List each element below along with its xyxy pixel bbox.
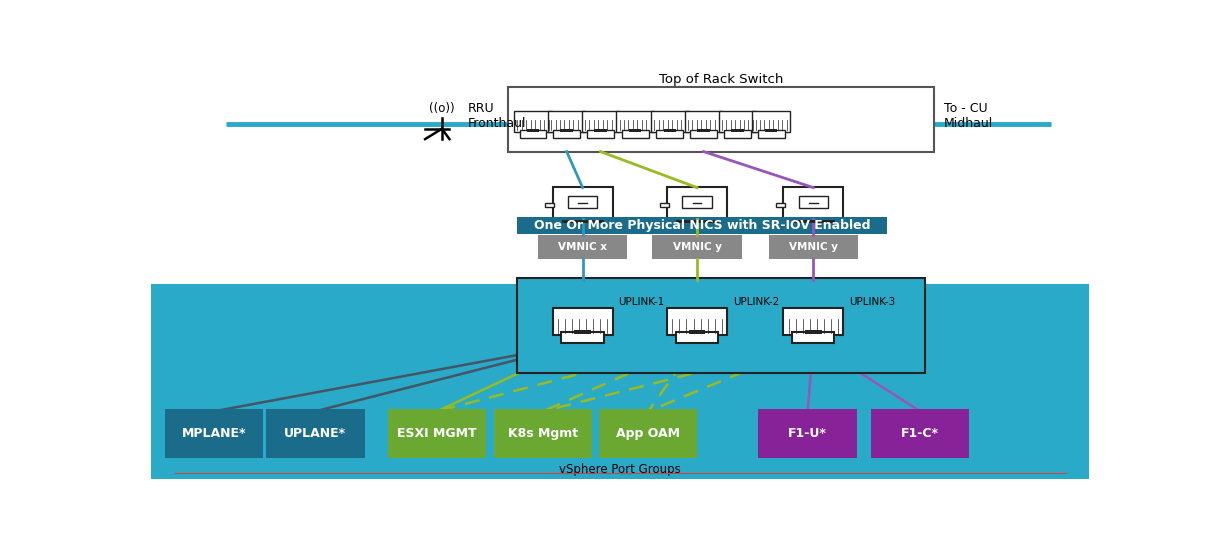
FancyBboxPatch shape [690,131,718,138]
FancyBboxPatch shape [667,308,727,335]
Text: Midhaul: Midhaul [944,117,993,130]
Text: F1-C*: F1-C* [901,427,939,440]
FancyBboxPatch shape [575,330,590,334]
Text: UPLANE*: UPLANE* [284,427,346,440]
FancyBboxPatch shape [871,409,969,458]
FancyBboxPatch shape [757,131,784,138]
FancyBboxPatch shape [514,111,552,132]
FancyBboxPatch shape [560,129,572,132]
Text: UPLINK-1: UPLINK-1 [618,296,664,307]
FancyBboxPatch shape [582,111,620,132]
Text: Top of Rack Switch: Top of Rack Switch [658,73,783,87]
FancyBboxPatch shape [724,131,750,138]
FancyBboxPatch shape [676,332,719,343]
Text: RRU: RRU [468,102,495,115]
FancyBboxPatch shape [622,131,649,138]
FancyBboxPatch shape [629,129,641,132]
Text: ((o)): ((o)) [430,102,455,115]
FancyBboxPatch shape [599,409,697,458]
FancyBboxPatch shape [697,129,710,132]
FancyBboxPatch shape [652,235,742,259]
FancyBboxPatch shape [783,187,843,220]
FancyBboxPatch shape [765,129,777,132]
FancyBboxPatch shape [667,187,727,220]
FancyBboxPatch shape [616,111,653,132]
FancyBboxPatch shape [753,111,790,132]
FancyBboxPatch shape [266,409,364,458]
Text: One Or More Physical NICS with SR-IOV Enabled: One Or More Physical NICS with SR-IOV En… [534,219,870,232]
FancyBboxPatch shape [561,332,604,343]
FancyBboxPatch shape [659,203,669,207]
FancyBboxPatch shape [494,409,593,458]
FancyBboxPatch shape [768,235,858,259]
FancyBboxPatch shape [682,196,711,208]
Text: To - CU: To - CU [944,102,987,115]
Text: VMNIC y: VMNIC y [789,242,837,252]
Text: K8s Mgmt: K8s Mgmt [508,427,578,440]
FancyBboxPatch shape [594,129,606,132]
FancyBboxPatch shape [685,111,722,132]
FancyBboxPatch shape [719,111,756,132]
FancyBboxPatch shape [519,131,547,138]
FancyBboxPatch shape [548,111,586,132]
FancyBboxPatch shape [656,131,684,138]
Text: App OAM: App OAM [616,427,680,440]
Text: MPLANE*: MPLANE* [182,427,247,440]
FancyBboxPatch shape [553,131,580,138]
Text: VMNIC y: VMNIC y [673,242,721,252]
Bar [151,284,1089,479]
FancyBboxPatch shape [526,129,540,132]
Text: VMNIC x: VMNIC x [558,242,607,252]
FancyBboxPatch shape [553,308,612,335]
Bar [151,65,1089,284]
Text: F1-U*: F1-U* [788,427,828,440]
FancyBboxPatch shape [651,111,688,132]
Text: UPLINK-3: UPLINK-3 [849,296,895,307]
FancyBboxPatch shape [508,87,934,152]
FancyBboxPatch shape [688,330,705,334]
FancyBboxPatch shape [388,409,486,458]
FancyBboxPatch shape [544,203,554,207]
FancyBboxPatch shape [517,217,887,235]
FancyBboxPatch shape [759,409,857,458]
FancyBboxPatch shape [165,409,264,458]
FancyBboxPatch shape [663,129,676,132]
FancyBboxPatch shape [731,129,744,132]
Text: ESXI MGMT: ESXI MGMT [397,427,477,440]
FancyBboxPatch shape [567,196,598,208]
FancyBboxPatch shape [538,235,627,259]
FancyBboxPatch shape [587,131,613,138]
FancyBboxPatch shape [776,203,785,207]
Text: Fronthaul: Fronthaul [468,117,526,130]
FancyBboxPatch shape [553,187,612,220]
FancyBboxPatch shape [799,196,828,208]
FancyBboxPatch shape [517,278,924,373]
FancyBboxPatch shape [793,332,835,343]
FancyBboxPatch shape [805,330,822,334]
FancyBboxPatch shape [783,308,843,335]
Text: UPLINK-2: UPLINK-2 [732,296,779,307]
Text: vSphere Port Groups: vSphere Port Groups [559,463,681,476]
